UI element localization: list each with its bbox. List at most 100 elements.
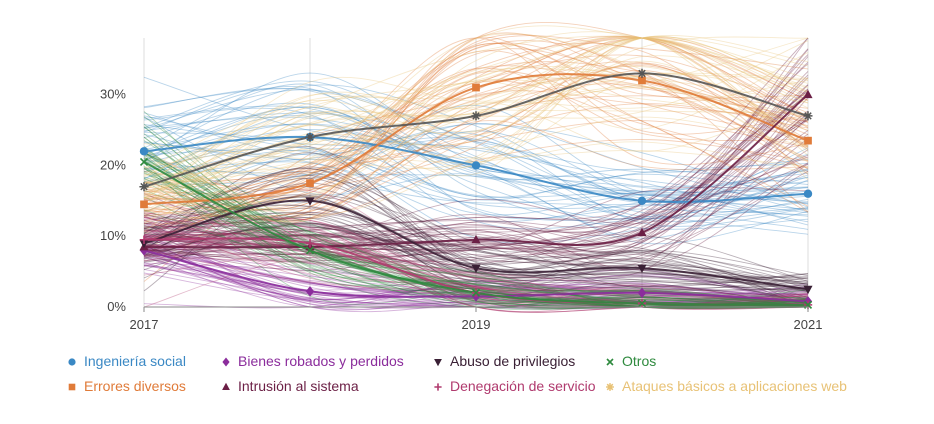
bundle-line — [143, 182, 809, 280]
bundle-line — [143, 35, 809, 177]
marker-ingenieria-social-2021 — [803, 189, 813, 198]
bundle-line — [143, 232, 809, 308]
series-line-intrusion-al-sistema — [143, 93, 809, 249]
bundle-line — [143, 99, 809, 223]
legend-label: Denegación de servicio — [450, 378, 596, 394]
bundle-line — [143, 213, 809, 289]
markers-abuso-de-privilegios — [139, 197, 813, 295]
marker-errores-diversos-2019 — [472, 83, 480, 92]
legend-item-intrusion-al-sistema[interactable]: Intrusión al sistema — [222, 378, 359, 394]
y-tick-label: 0% — [107, 299, 126, 314]
markers-otros — [139, 157, 813, 309]
bundle-line — [143, 56, 809, 253]
marker-otros-2017 — [139, 157, 149, 166]
bundle-line — [143, 70, 809, 213]
legend-item-abuso-de-privilegios[interactable]: Abuso de privilegios — [434, 353, 575, 369]
bundle-line — [143, 225, 809, 289]
bundle-line — [143, 156, 809, 236]
bundle-line — [143, 37, 809, 199]
bundle-line — [143, 243, 809, 310]
marker-ataques-basicos-a-aplicaciones-web-2021 — [803, 111, 813, 121]
marker-otros-2018 — [305, 246, 315, 255]
bundle-line — [143, 25, 809, 218]
bundle-line — [143, 239, 809, 313]
marker-intrusion-al-sistema-2020 — [637, 227, 647, 237]
bundle-line — [143, 212, 809, 292]
marker-ingenieria-social-2020 — [637, 196, 647, 206]
legend-label: Errores diversos — [84, 378, 186, 394]
marker-ataques-basicos-a-aplicaciones-web-2017 — [139, 182, 149, 192]
bundle-line — [143, 171, 809, 301]
bundle-line — [143, 168, 809, 306]
y-tick-label: 10% — [100, 228, 126, 243]
bundle-line — [143, 114, 809, 263]
bundle-line — [143, 77, 809, 174]
bundle-line — [143, 272, 809, 303]
legend-label: Ingeniería social — [84, 353, 186, 369]
bundle-line — [143, 92, 809, 271]
marker-bienes-robados-y-perdidos-2017 — [139, 245, 149, 256]
bundle-line — [143, 84, 809, 255]
bundle-line — [143, 157, 809, 302]
bundle-line — [143, 133, 809, 204]
legend-label: Bienes robados y perdidos — [238, 353, 404, 369]
bundle-line — [143, 37, 809, 196]
x-tick-label: 2021 — [794, 317, 823, 332]
bundle-line — [143, 214, 809, 285]
bundle-line — [143, 35, 809, 217]
bundle-line — [143, 255, 809, 303]
bundle-line — [143, 138, 809, 230]
bundle-line — [143, 234, 809, 308]
bundle-line — [143, 168, 809, 214]
bundle-line — [143, 95, 809, 244]
markers-ataques-basicos-a-aplicaciones-web — [139, 68, 813, 192]
bundle-line — [143, 235, 809, 307]
bundle-line — [143, 255, 809, 307]
bundle-line — [143, 54, 809, 282]
bundle-line — [143, 90, 809, 218]
marker-errores-diversos-2017 — [140, 200, 148, 209]
bundle-line — [143, 80, 809, 219]
bundle-line — [143, 42, 809, 243]
bundle-line — [143, 77, 809, 211]
bundle-line — [143, 61, 809, 232]
bundle-line — [143, 229, 809, 308]
legend-item-ataques-basicos-a-aplicaciones-web[interactable]: Ataques básicos a aplicaciones web — [606, 378, 847, 394]
bundle-line — [143, 178, 809, 301]
bundle-line — [143, 162, 809, 261]
bundle-line — [143, 90, 809, 262]
marker-abuso-de-privilegios-2017 — [139, 239, 149, 249]
bundle-line — [143, 146, 809, 216]
data-markers — [139, 68, 813, 310]
bundle-line — [143, 60, 809, 216]
marker-abuso-de-privilegios-2018 — [305, 197, 315, 206]
bundle-line — [143, 106, 809, 196]
bundle-line — [143, 48, 809, 201]
bundle-line — [143, 167, 809, 308]
bundle-line — [143, 62, 809, 218]
bundle-line — [143, 219, 809, 291]
bundle-line — [143, 52, 809, 213]
bundle-line — [143, 163, 809, 271]
legend-item-otros[interactable]: Otros — [606, 353, 656, 369]
bundle-line — [143, 79, 809, 190]
legend-item-ingenieria-social[interactable]: Ingeniería social — [68, 353, 186, 369]
legend-marker-denegacion-de-servicio — [434, 383, 442, 391]
legend-marker-ingenieria-social — [68, 358, 76, 366]
bundle-line — [143, 37, 809, 259]
bundle-line — [143, 248, 809, 307]
legend-item-bienes-robados-y-perdidos[interactable]: Bienes robados y perdidos — [222, 353, 404, 369]
bundle-line — [143, 186, 809, 287]
bundle-line — [143, 37, 809, 262]
marker-ataques-basicos-a-aplicaciones-web-2019 — [471, 111, 481, 121]
bundle-line — [143, 245, 809, 307]
legend-item-errores-diversos[interactable]: Errores diversos — [68, 378, 186, 394]
legend-item-denegacion-de-servicio[interactable]: Denegación de servicio — [434, 378, 596, 394]
bundle-line — [143, 126, 809, 311]
bundle-line — [143, 106, 809, 185]
marker-abuso-de-privilegios-2021 — [803, 285, 813, 295]
legend: Ingeniería social Errores diversos Bienes … — [68, 353, 847, 394]
bundle-line — [143, 105, 809, 210]
bundle-line — [143, 222, 809, 308]
